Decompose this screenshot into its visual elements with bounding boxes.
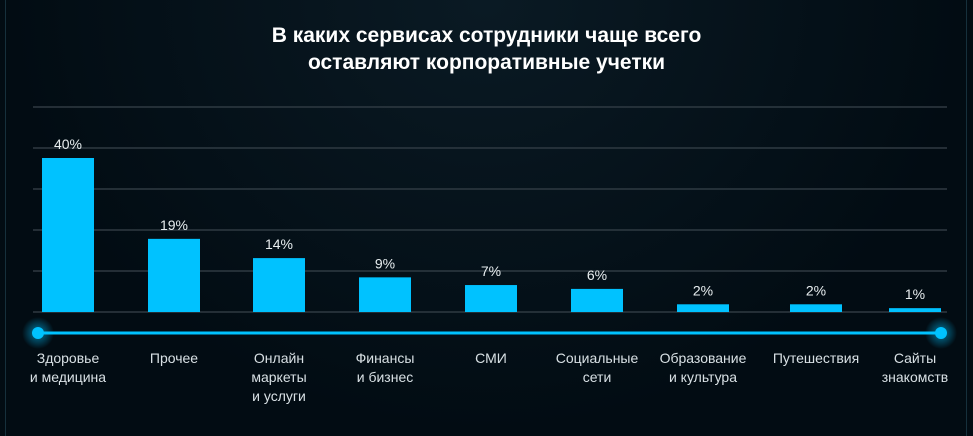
bar [42,158,94,312]
title-line-1: В каких сервисах сотрудники чаще всего [271,24,702,47]
category-label: Образование и культура [643,349,763,387]
data-label: 6% [587,267,607,283]
bar [571,288,623,312]
category-label-line: знакомств [881,369,949,385]
category-label-line: Прочее [149,350,199,366]
category-label: Онлайн маркеты и услуги [219,349,339,406]
category-label-line: и медицина [29,369,107,385]
category-label-line: маркеты [251,369,307,385]
category-label: Финансы и бизнес [325,349,445,387]
bar [889,308,941,312]
category-label-line: Онлайн [253,350,305,366]
title-line-2: оставляют корпоративные учетки [307,51,666,74]
data-label: 9% [375,255,395,271]
category-label: Социальные сети [537,349,657,387]
chart-frame [5,0,967,436]
category-label-line: СМИ [475,350,507,366]
category-label-line: и услуги [252,388,306,404]
category-label-line: Здоровье [36,350,100,366]
category-label-line: сети [582,369,612,385]
category-label-line: Путешествия [772,350,860,366]
category-label-line: и культура [668,369,738,385]
chart-title: В каких сервисах сотрудники чаще всего о… [0,22,973,76]
data-label: 14% [265,236,293,252]
bar [677,304,729,312]
category-label-line: Социальные [555,350,639,366]
category-label-line: Образование [659,350,747,366]
bar [253,258,305,312]
data-label: 40% [54,136,82,152]
data-label: 2% [806,282,826,298]
bar [790,304,842,312]
category-label: Путешествия [756,349,876,368]
category-label: Прочее [114,349,234,368]
category-label-line: Финансы [355,350,415,366]
category-label: СМИ [431,349,551,368]
axis-start-dot [32,327,44,339]
bar [148,238,200,312]
data-label: 1% [905,286,925,302]
data-label: 19% [160,217,188,233]
data-label: 7% [481,263,501,279]
category-label-line: и бизнес [356,369,414,385]
axis-end-dot [935,327,947,339]
category-label: Здоровье и медицина [8,349,128,387]
category-label: Сайты знакомств [855,349,973,387]
category-label-line: Сайты [893,350,937,366]
data-label: 2% [693,282,713,298]
bar [465,285,517,312]
bar [359,277,411,312]
